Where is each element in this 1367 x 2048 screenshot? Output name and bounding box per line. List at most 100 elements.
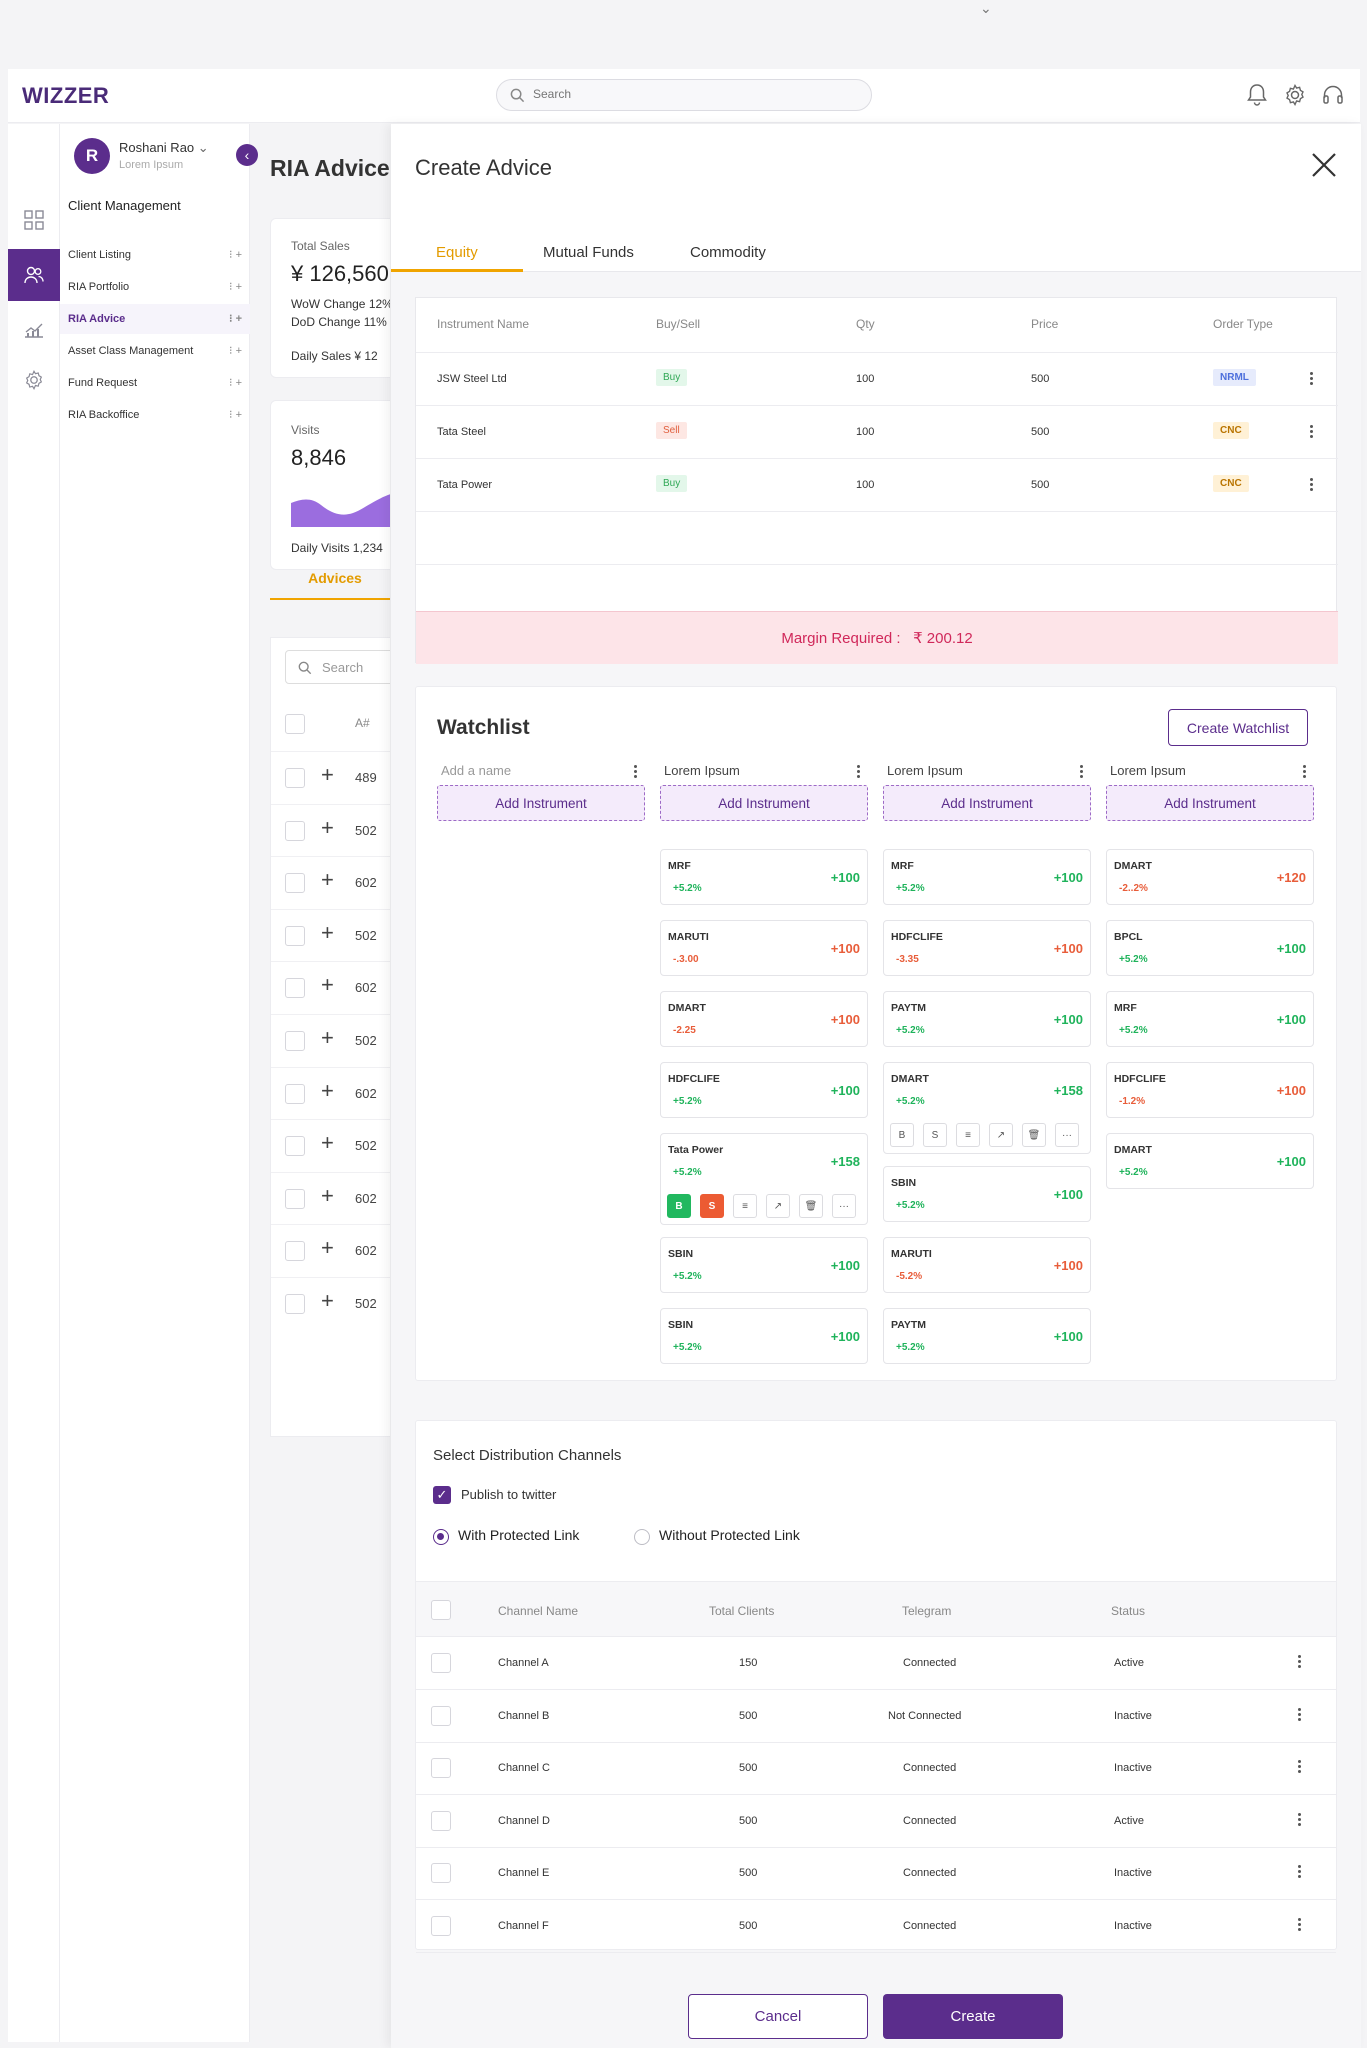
watchlist-name[interactable]: Lorem Ipsum bbox=[1110, 763, 1186, 778]
expand-icon[interactable]: + bbox=[321, 1025, 334, 1050]
more-options-icon[interactable] bbox=[1298, 1760, 1302, 1774]
more-options-icon[interactable] bbox=[1298, 1655, 1302, 1669]
headset-icon[interactable] bbox=[1321, 83, 1345, 107]
row-checkbox[interactable] bbox=[285, 925, 305, 946]
watchlist-item[interactable]: MRF +5.2% +100 bbox=[1106, 991, 1314, 1047]
item-actions[interactable]: ⁝ + bbox=[229, 409, 242, 421]
order-row[interactable]: Tata Steel Sell 100 500 CNC bbox=[416, 405, 1338, 458]
row-checkbox[interactable] bbox=[285, 1083, 305, 1104]
row-checkbox[interactable] bbox=[431, 1653, 451, 1673]
more-options-icon[interactable] bbox=[634, 765, 638, 779]
row-checkbox[interactable] bbox=[285, 1241, 305, 1262]
watchlist-name[interactable]: Lorem Ipsum bbox=[887, 763, 963, 778]
watchlist-item[interactable]: MRF +5.2% +100 bbox=[660, 849, 868, 905]
watchlist-item[interactable]: MARUTI -.3.00 +100 bbox=[660, 920, 868, 976]
watchlist-item[interactable]: HDFCLIFE +5.2% +100 bbox=[660, 1062, 868, 1118]
row-checkbox[interactable] bbox=[285, 1294, 305, 1314]
table-row[interactable]: +502 bbox=[271, 1119, 390, 1171]
channel-row[interactable]: Channel B 500 Not Connected Inactive bbox=[416, 1690, 1336, 1743]
cancel-button[interactable]: Cancel bbox=[688, 1994, 868, 2039]
sell-button[interactable]: S bbox=[923, 1123, 947, 1147]
table-row[interactable]: +602 bbox=[271, 856, 390, 908]
watchlist-item[interactable]: HDFCLIFE -3.35 +100 bbox=[883, 920, 1091, 976]
more-options-icon[interactable] bbox=[857, 765, 861, 779]
table-row[interactable]: +602 bbox=[271, 1171, 390, 1224]
watchlist-name[interactable]: Add a name bbox=[441, 763, 512, 778]
expand-icon[interactable]: + bbox=[321, 867, 334, 893]
order-row[interactable]: JSW Steel Ltd Buy 100 500 NRML bbox=[416, 352, 1338, 405]
watchlist-item[interactable]: DMART -2.25 +100 bbox=[660, 991, 868, 1047]
more-options-icon[interactable] bbox=[1080, 765, 1084, 779]
sell-button[interactable]: S bbox=[700, 1194, 724, 1218]
row-checkbox[interactable] bbox=[431, 1758, 451, 1779]
add-instrument-button[interactable]: Add Instrument bbox=[883, 785, 1091, 821]
radio-with-protected-link[interactable] bbox=[433, 1529, 449, 1545]
more-options-icon[interactable] bbox=[1310, 425, 1314, 439]
buy-button[interactable]: B bbox=[890, 1123, 914, 1147]
item-actions[interactable]: ⁝ + bbox=[229, 377, 242, 389]
row-checkbox[interactable] bbox=[431, 1810, 451, 1831]
more-options-icon[interactable] bbox=[1298, 1812, 1302, 1827]
expand-icon[interactable]: + bbox=[321, 814, 334, 840]
channel-row[interactable]: Channel C 500 Connected Inactive bbox=[416, 1742, 1336, 1796]
rail-dashboard[interactable] bbox=[8, 194, 60, 246]
expand-icon[interactable]: + bbox=[321, 972, 334, 998]
row-checkbox[interactable] bbox=[431, 1705, 451, 1726]
row-checkbox[interactable] bbox=[431, 1916, 451, 1936]
delete-icon[interactable]: 🗑 bbox=[1022, 1123, 1046, 1147]
radio-without-protected-link[interactable] bbox=[634, 1529, 650, 1545]
row-checkbox[interactable] bbox=[285, 1031, 305, 1051]
tab-mutual-funds[interactable]: Mutual Funds bbox=[543, 244, 634, 261]
watchlist-item[interactable]: DMART -2..2% +120 bbox=[1106, 849, 1314, 905]
watchlist-item[interactable]: PAYTM +5.2% +100 bbox=[883, 991, 1091, 1047]
chart-icon[interactable]: ↗ bbox=[989, 1123, 1013, 1147]
table-row[interactable]: +602 bbox=[271, 1224, 390, 1276]
order-row[interactable]: Tata Power Buy 100 500 CNC bbox=[416, 458, 1338, 511]
row-checkbox[interactable] bbox=[285, 768, 305, 788]
row-checkbox[interactable] bbox=[285, 873, 305, 894]
publish-twitter-checkbox[interactable]: ✓ bbox=[433, 1486, 451, 1504]
channel-row[interactable]: Channel A 150 Connected Active bbox=[416, 1637, 1336, 1690]
advice-search[interactable]: Search bbox=[285, 650, 390, 684]
row-checkbox[interactable] bbox=[285, 820, 305, 841]
watchlist-item[interactable]: HDFCLIFE -1.2% +100 bbox=[1106, 1062, 1314, 1118]
item-actions[interactable]: ⁝ + bbox=[229, 345, 242, 357]
sidebar-item-ria-portfolio[interactable]: RIA Portfolio ⁝ + bbox=[60, 272, 250, 302]
add-instrument-button[interactable]: Add Instrument bbox=[660, 785, 868, 821]
more-options-icon[interactable] bbox=[1310, 372, 1314, 386]
sidebar-item-client-listing[interactable]: Client Listing ⁝ + bbox=[60, 240, 250, 270]
item-actions[interactable]: ⁝ + bbox=[229, 281, 242, 293]
expand-icon[interactable]: + bbox=[321, 919, 334, 945]
expand-icon[interactable]: + bbox=[321, 1130, 334, 1156]
create-watchlist-button[interactable]: Create Watchlist bbox=[1168, 709, 1308, 746]
more-options-icon[interactable] bbox=[1310, 478, 1314, 492]
global-search[interactable] bbox=[496, 79, 872, 111]
close-icon[interactable] bbox=[1309, 150, 1339, 180]
watchlist-item[interactable]: SBIN +5.2% +100 bbox=[660, 1308, 868, 1364]
watchlist-item[interactable]: Tata Power +5.2% +158 B S ≡ ↗ 🗑 ··· bbox=[660, 1133, 868, 1225]
sidebar-item-fund-request[interactable]: Fund Request ⁝ + bbox=[60, 368, 250, 398]
row-checkbox[interactable] bbox=[285, 1188, 305, 1209]
watchlist-item[interactable]: MRF +5.2% +100 bbox=[883, 849, 1091, 905]
user-name[interactable]: Roshani Rao ⌄ bbox=[119, 140, 209, 155]
sidebar-item-ria-advice[interactable]: RIA Advice ⁝ + bbox=[60, 304, 250, 334]
table-row[interactable]: +502 bbox=[271, 1277, 390, 1329]
chart-icon[interactable]: ↗ bbox=[766, 1194, 790, 1218]
watchlist-item[interactable]: MARUTI -5.2% +100 bbox=[883, 1237, 1091, 1293]
table-row[interactable]: +502 bbox=[271, 1014, 390, 1066]
search-input[interactable] bbox=[533, 87, 833, 101]
table-row[interactable]: +502 bbox=[271, 803, 390, 856]
delete-icon[interactable]: 🗑 bbox=[799, 1194, 823, 1218]
more-icon[interactable]: ··· bbox=[832, 1194, 856, 1218]
select-all-checkbox[interactable] bbox=[431, 1600, 451, 1620]
channel-row[interactable]: Channel F 500 Connected Inactive bbox=[416, 1900, 1336, 1953]
more-icon[interactable]: ··· bbox=[1055, 1123, 1079, 1147]
watchlist-item[interactable]: SBIN +5.2% +100 bbox=[883, 1166, 1091, 1222]
item-actions[interactable]: ⁝ + bbox=[229, 249, 242, 261]
expand-icon[interactable]: + bbox=[321, 1182, 334, 1208]
details-icon[interactable]: ≡ bbox=[956, 1123, 980, 1147]
row-checkbox[interactable] bbox=[431, 1863, 451, 1884]
table-row[interactable]: +602 bbox=[271, 1066, 390, 1119]
expand-icon[interactable]: + bbox=[321, 1077, 334, 1103]
collapse-sidebar-button[interactable]: ‹ bbox=[236, 144, 258, 166]
